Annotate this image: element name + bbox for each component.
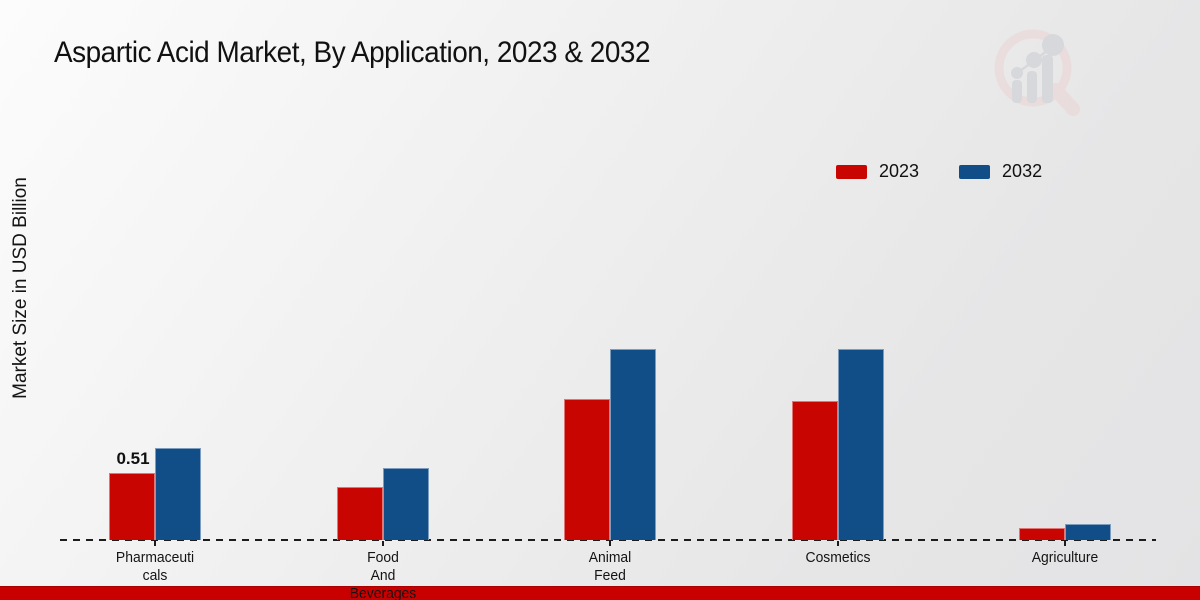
legend-item-2032: 2032 (959, 161, 1042, 182)
legend-item-2023: 2023 (836, 161, 919, 182)
x-tick-agriculture (1064, 541, 1066, 546)
category-label-food-and-beverages: Food And Beverages (349, 550, 416, 600)
x-axis-baseline (60, 539, 1156, 541)
bar-2023-agriculture (1019, 528, 1065, 540)
bar-2023-pharmaceuticals (109, 473, 155, 540)
bar-2023-food-and-beverages (336, 487, 383, 540)
category-label-cosmetics: Cosmetics (805, 550, 870, 566)
chart-title: Aspartic Acid Market, By Application, 20… (54, 36, 651, 69)
x-tick-food-and-beverages (381, 541, 384, 546)
x-tick-pharmaceuticals (154, 541, 156, 546)
legend-swatch-2023-icon (836, 164, 867, 179)
category-label-animal-feed: Animal Feed (588, 550, 632, 584)
x-tick-cosmetics (836, 541, 839, 546)
bar-2032-pharmaceuticals (155, 448, 201, 540)
x-tick-animal-feed (609, 541, 611, 546)
bar-2032-food-and-beverages (382, 468, 429, 540)
category-label-agriculture: Agriculture (1031, 550, 1099, 566)
bar-2032-animal-feed (610, 349, 656, 540)
magnifier-bar-chart-logo-icon (994, 29, 1080, 116)
bar-2032-cosmetics (837, 349, 884, 540)
legend-label-2032: 2032 (1002, 161, 1043, 181)
bar-2032-agriculture (1065, 524, 1111, 540)
legend-label-2023: 2023 (879, 161, 920, 181)
bar-value-label: 0.51 (116, 449, 150, 468)
chart-legend: 2023 2032 (836, 161, 1042, 182)
legend-swatch-2032-icon (959, 164, 991, 179)
bar-2023-animal-feed (564, 399, 610, 540)
bar-2023-cosmetics (791, 401, 838, 540)
category-label-pharmaceuticals: Pharmaceuti cals (115, 550, 195, 584)
footer-strip (0, 586, 1200, 600)
